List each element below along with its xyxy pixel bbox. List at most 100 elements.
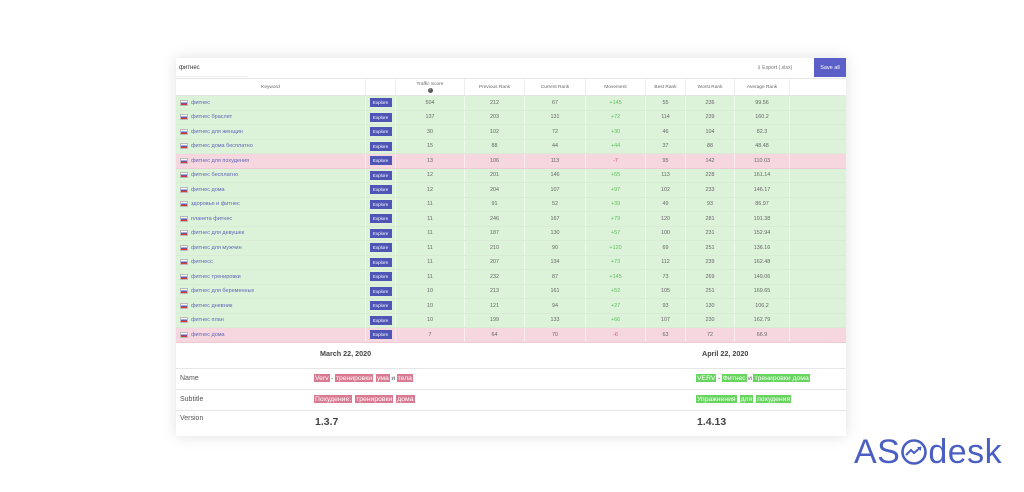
keyword-link[interactable]: фитнес для женщин <box>191 128 243 135</box>
traffic-score-cell: 13 <box>396 154 465 168</box>
keyword-link[interactable]: фитнес дома <box>191 331 225 338</box>
worst-rank-cell: 230 <box>686 313 735 327</box>
keyword-link[interactable]: фитнесс <box>191 259 213 266</box>
average-rank-cell: 48.48 <box>735 139 790 153</box>
explore-button[interactable]: Explore <box>369 272 392 282</box>
empty-cell <box>790 299 846 313</box>
removed-word: тела <box>396 374 413 382</box>
keyword-link[interactable]: планета фитнес <box>191 215 233 222</box>
previous-rank-cell: 201 <box>465 168 525 182</box>
movement-cell: +120 <box>586 241 646 255</box>
action-cell: Explore <box>366 284 396 298</box>
explore-button[interactable]: Explore <box>369 127 392 137</box>
explore-button[interactable]: Explore <box>369 156 392 166</box>
col-average-rank[interactable]: Average Rank <box>735 79 790 95</box>
col-previous-rank[interactable]: Previous Rank <box>465 79 525 95</box>
traffic-score-cell: 11 <box>396 241 465 255</box>
action-cell: Explore <box>366 139 396 153</box>
keyword-link[interactable]: фитнес браслет <box>191 114 233 121</box>
best-rank-cell: 55 <box>646 96 686 110</box>
traffic-score-cell: 15 <box>396 139 465 153</box>
current-rank-cell: 167 <box>525 212 586 226</box>
col-traffic-score[interactable]: Traffic Score ? <box>396 79 465 95</box>
explore-button[interactable]: Explore <box>369 141 392 151</box>
keyword-link[interactable]: фитнес план <box>191 317 224 324</box>
action-cell: Explore <box>366 255 396 269</box>
explore-button[interactable]: Explore <box>369 243 392 253</box>
traffic-score-cell: 12 <box>396 183 465 197</box>
keyword-link[interactable]: фитнес для беременных <box>191 288 255 295</box>
keyword-cell: фитнесс <box>176 255 366 269</box>
col-label: Worst Rank <box>697 84 723 90</box>
russia-flag-icon <box>180 201 188 208</box>
keyword-cell: фитнес бесплатно <box>176 168 366 182</box>
keyword-link[interactable]: фитнес тренировки <box>191 273 241 280</box>
added-word: тренировки дома <box>753 374 810 382</box>
keyword-link[interactable]: фитнес дневник <box>191 302 233 309</box>
explore-button[interactable]: Explore <box>369 112 392 122</box>
date-before: March 22, 2020 <box>320 349 372 358</box>
explore-button[interactable]: Explore <box>369 257 392 267</box>
removed-word: тренировки <box>355 395 394 403</box>
keyword-link[interactable]: фитнес для мужчин <box>191 244 242 251</box>
traffic-score-cell: 30 <box>396 125 465 139</box>
export-link[interactable]: ⭳ Export (.xlsx) <box>758 63 792 73</box>
added-word: Фитнес <box>721 374 747 382</box>
previous-rank-cell: 204 <box>465 183 525 197</box>
explore-button[interactable]: Explore <box>369 98 392 108</box>
previous-rank-cell: 199 <box>465 313 525 327</box>
search-input[interactable] <box>176 60 248 77</box>
empty-cell <box>790 212 846 226</box>
previous-rank-cell: 88 <box>465 139 525 153</box>
empty-cell <box>790 198 846 212</box>
save-all-button[interactable]: Save all <box>814 58 846 77</box>
keyword-link[interactable]: здоровье и фитнес <box>191 201 240 208</box>
col-movement[interactable]: Movement <box>586 79 646 95</box>
explore-button[interactable]: Explore <box>369 286 392 296</box>
russia-flag-icon <box>180 331 188 338</box>
worst-rank-cell: 251 <box>686 241 735 255</box>
previous-rank-cell: 207 <box>465 255 525 269</box>
russia-flag-icon <box>180 244 188 251</box>
keyword-link[interactable]: фитнес для похудения <box>191 157 250 164</box>
keyword-link[interactable]: фитнес дома бесплатно <box>191 143 253 150</box>
best-rank-cell: 112 <box>646 255 686 269</box>
subtitle-row: Subtitle Похудение: тренировки дома Упра… <box>176 389 846 410</box>
table-row: фитнес браслет Explore 137 203 131 +72 114 239 1… <box>176 110 846 125</box>
empty-cell <box>790 314 846 328</box>
keyword-link[interactable]: фитнес <box>191 99 210 106</box>
col-label: Movement <box>604 84 627 90</box>
col-current-rank[interactable]: Current Rank <box>525 79 586 95</box>
current-rank-cell: 134 <box>525 255 586 269</box>
explore-button[interactable]: Explore <box>369 199 392 209</box>
previous-rank-cell: 91 <box>465 197 525 211</box>
traffic-score-cell: 11 <box>396 226 465 240</box>
empty-cell <box>790 241 846 255</box>
keyword-link[interactable]: фитнес бесплатно <box>191 172 239 179</box>
keyword-link[interactable]: фитнес для девушек <box>191 230 245 237</box>
russia-flag-icon <box>180 215 188 222</box>
best-rank-cell: 63 <box>646 328 686 342</box>
col-worst-rank[interactable]: Worst Rank <box>686 79 735 95</box>
explore-button[interactable]: Explore <box>369 170 392 180</box>
russia-flag-icon <box>180 99 188 106</box>
explore-button[interactable]: Explore <box>369 330 392 340</box>
text-segment: - <box>331 374 334 382</box>
worst-rank-cell: 104 <box>686 125 735 139</box>
current-rank-cell: 94 <box>525 299 586 313</box>
explore-button[interactable]: Explore <box>369 185 392 195</box>
explore-button[interactable]: Explore <box>369 214 392 224</box>
current-rank-cell: 130 <box>525 226 586 240</box>
col-best-rank[interactable]: Best Rank <box>646 79 686 95</box>
explore-button[interactable]: Explore <box>369 301 392 311</box>
col-keyword[interactable]: Keyword <box>176 79 366 95</box>
traffic-score-cell: 11 <box>396 197 465 211</box>
worst-rank-cell: 93 <box>686 197 735 211</box>
version-label: Version <box>180 415 204 422</box>
explore-button[interactable]: Explore <box>369 228 392 238</box>
info-icon[interactable]: ? <box>427 87 433 93</box>
name-row: Name Verv - тренировки ума и тела VERV - Фитне… <box>176 368 846 389</box>
average-rank-cell: 99.56 <box>735 96 790 110</box>
keyword-link[interactable]: фитнес дома <box>191 186 225 193</box>
explore-button[interactable]: Explore <box>369 315 392 325</box>
